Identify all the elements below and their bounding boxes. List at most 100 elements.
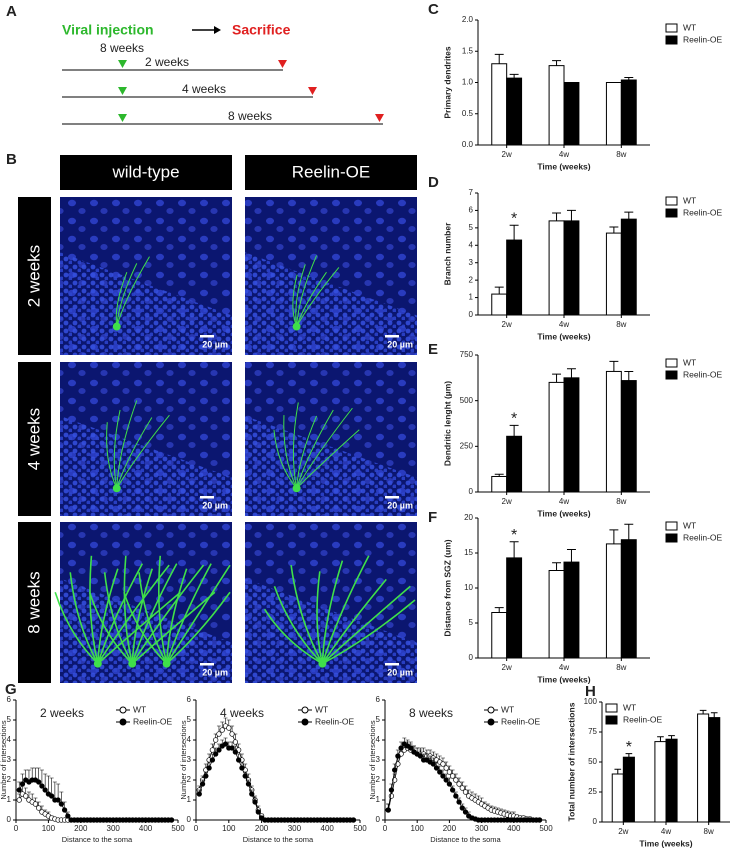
x-tick-label: 4w [559,320,569,329]
legend-marker [119,706,127,714]
marker [446,781,453,787]
dendrite [123,592,168,665]
soma [318,659,327,668]
marker [222,741,229,747]
legend-label: WT [683,195,696,205]
y-tick-label: 1.5 [462,46,474,55]
x-tick-label: 4w [559,150,569,159]
x-tick-label: 200 [74,824,88,833]
dendrite [295,264,306,327]
x-tick-label: 8w [616,663,626,672]
x-tick-label: 4w [559,663,569,672]
x-tick-label: 2w [502,497,512,506]
marker [350,817,357,823]
marker [392,767,398,773]
row-label: 2 weeks [24,245,43,307]
legend-label: Reelin-OE [683,34,723,44]
scale-bar [385,663,399,666]
column-label: wild-type [111,162,179,181]
soma [292,322,301,331]
x-tick-label: 400 [507,824,521,833]
bar [620,380,637,493]
dendrite [283,415,298,489]
x-tick-label: 8w [616,497,626,506]
y-tick-label: 15 [464,548,473,557]
scale-bar-label: 20 µm [387,667,413,677]
panel-label: B [6,151,17,168]
dendrite [165,568,188,664]
dendrite [292,402,299,489]
legend-label: WT [623,702,636,712]
granule-layer [245,415,417,516]
marker [245,781,252,787]
dendrite [321,578,387,665]
legend-swatch [665,370,678,380]
dendrite [88,592,133,665]
y-tick-label: 2 [187,775,192,784]
soma [112,484,121,493]
dendrite [113,409,121,489]
dendrite [273,429,297,489]
duration: 2 weeks [145,55,189,69]
x-tick-label: 4w [661,827,671,836]
legend-marker [119,718,127,726]
marker [36,779,42,785]
legend-label: Reelin-OE [683,207,723,217]
annotation: * [626,739,632,756]
dendrite [89,555,99,664]
y-tick-label: 100 [584,697,598,706]
marker [395,753,401,759]
y-tick-label: 6 [7,695,12,704]
marker [42,787,48,793]
y-tick-label: 5 [469,618,474,627]
y-tick-label: 0 [469,653,474,662]
dendrite [296,409,334,489]
marker [440,773,446,779]
dendrite [321,560,344,664]
bar [605,82,622,146]
y-tick-label: 4 [376,735,381,744]
marker [242,773,248,779]
error-bar [710,712,718,718]
marker [61,807,68,813]
x-tick-label: 2w [502,663,512,672]
x-tick-label: 8w [616,320,626,329]
row-header [18,362,51,516]
scale-bar-label: 20 µm [202,667,228,677]
x-axis-label: Distance to the soma [243,835,314,844]
marker [239,765,245,771]
y-tick-label: 0 [7,815,12,824]
marker [213,737,219,743]
y-tick-label: 750 [460,350,474,359]
error-bar [614,768,622,774]
y-tick-label: 7 [469,188,474,197]
granule-layer [245,252,417,355]
legend-swatch [605,715,618,725]
error-bar [494,286,504,295]
marker [229,745,235,751]
soma [162,659,171,668]
x-tick-label: 0 [194,824,199,833]
marker [65,813,71,819]
error-bar [494,473,504,477]
x-axis-label: Time (weeks) [537,161,590,171]
row-header [18,522,51,683]
bar [622,756,635,823]
x-tick-label: 4w [559,497,569,506]
dendrite [54,592,99,665]
marker [437,769,443,775]
error-bar [566,549,576,563]
granule-layer [60,415,232,516]
granule-layer [245,578,417,683]
y-tick-label: 5 [469,223,474,232]
y-axis-label: Dendritic lenght (µm) [442,381,452,466]
error-bar [625,753,633,758]
marker [430,761,436,767]
x-tick-label: 400 [139,824,153,833]
duration: 4 weeks [182,82,226,96]
marker [456,799,462,805]
bar [665,738,678,823]
marker [453,777,459,783]
y-tick-label: 5 [187,715,192,724]
error-bar [609,529,619,544]
